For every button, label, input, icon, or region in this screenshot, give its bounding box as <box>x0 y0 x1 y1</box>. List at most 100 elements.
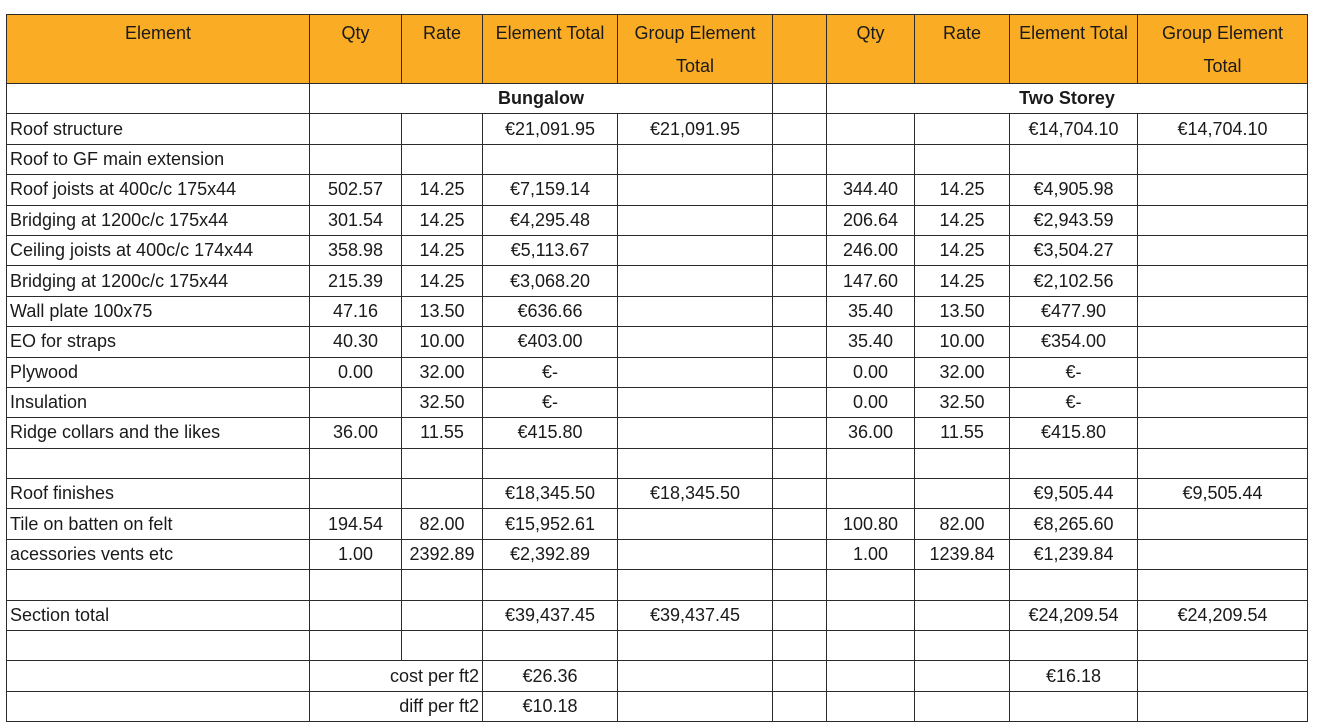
qty-cell[interactable]: 0.00 <box>826 356 915 388</box>
group-total-cell[interactable] <box>617 386 773 419</box>
element-total-cell[interactable]: €- <box>1009 386 1138 419</box>
qty-cell[interactable] <box>826 447 915 480</box>
rate-cell[interactable] <box>914 478 1010 510</box>
rate-cell[interactable] <box>914 569 1010 601</box>
rate-cell[interactable]: 14.25 <box>401 174 483 206</box>
rate-cell[interactable]: 2392.89 <box>401 538 483 571</box>
group-total-cell[interactable] <box>1137 630 1308 662</box>
element-total-cell[interactable] <box>1009 143 1138 176</box>
qty-cell[interactable]: 301.54 <box>309 204 402 236</box>
group-total-cell[interactable] <box>617 356 773 388</box>
spacer-cell[interactable] <box>772 508 827 540</box>
diff-per-ft2-value[interactable]: €10.18 <box>482 690 618 723</box>
rate-cell[interactable]: 10.00 <box>914 326 1010 358</box>
qty-cell[interactable] <box>309 630 402 662</box>
group-total-cell[interactable] <box>617 569 773 601</box>
element-total-cell[interactable]: €636.66 <box>482 295 618 328</box>
rate-cell[interactable] <box>401 447 483 480</box>
cell[interactable] <box>1137 660 1308 692</box>
group-total-cell[interactable] <box>617 234 773 267</box>
element-cell[interactable] <box>6 569 310 601</box>
element-total-cell[interactable]: €403.00 <box>482 326 618 358</box>
header-cell[interactable]: Element Total <box>482 14 618 84</box>
element-total-cell[interactable]: €3,068.20 <box>482 265 618 297</box>
element-cell[interactable]: Plywood <box>6 356 310 388</box>
rate-cell[interactable]: 14.25 <box>914 204 1010 236</box>
group-total-cell[interactable]: €24,209.54 <box>1137 599 1308 632</box>
cell[interactable] <box>772 82 827 115</box>
element-total-cell[interactable] <box>482 143 618 176</box>
qty-cell[interactable]: 358.98 <box>309 234 402 267</box>
element-total-cell[interactable]: €- <box>482 386 618 419</box>
element-cell[interactable]: Insulation <box>6 386 310 419</box>
group-total-cell[interactable] <box>1137 417 1308 449</box>
qty-cell[interactable]: 0.00 <box>309 356 402 388</box>
group-total-cell[interactable] <box>1137 234 1308 267</box>
cell[interactable] <box>914 660 1010 692</box>
group-label-two-storey[interactable]: Two Storey <box>826 82 1308 115</box>
qty-cell[interactable]: 1.00 <box>309 538 402 571</box>
group-total-cell[interactable] <box>1137 326 1308 358</box>
element-cell[interactable]: Roof to GF main extension <box>6 143 310 176</box>
qty-cell[interactable]: 194.54 <box>309 508 402 540</box>
cell[interactable] <box>826 690 915 723</box>
element-total-cell[interactable]: €- <box>482 356 618 388</box>
rate-cell[interactable]: 14.25 <box>401 265 483 297</box>
qty-cell[interactable]: 100.80 <box>826 508 915 540</box>
element-total-cell[interactable] <box>482 630 618 662</box>
header-cell[interactable] <box>772 14 827 84</box>
element-cell[interactable]: Bridging at 1200c/c 175x44 <box>6 265 310 297</box>
rate-cell[interactable]: 32.00 <box>401 356 483 388</box>
element-cell[interactable]: Bridging at 1200c/c 175x44 <box>6 204 310 236</box>
element-total-cell[interactable]: €21,091.95 <box>482 113 618 145</box>
group-total-cell[interactable] <box>1137 265 1308 297</box>
element-total-cell[interactable]: €477.90 <box>1009 295 1138 328</box>
rate-cell[interactable] <box>401 113 483 145</box>
group-total-cell[interactable] <box>1137 356 1308 388</box>
header-cell[interactable]: Element <box>6 14 310 84</box>
header-cell[interactable]: Element Total <box>1009 14 1138 84</box>
group-label-bungalow[interactable]: Bungalow <box>309 82 773 115</box>
cost-per-ft2-two-storey[interactable]: €16.18 <box>1009 660 1138 692</box>
group-total-cell[interactable] <box>617 630 773 662</box>
element-total-cell[interactable]: €2,943.59 <box>1009 204 1138 236</box>
element-total-cell[interactable]: €39,437.45 <box>482 599 618 632</box>
rate-cell[interactable] <box>401 569 483 601</box>
qty-cell[interactable]: 36.00 <box>309 417 402 449</box>
element-total-cell[interactable]: €4,905.98 <box>1009 174 1138 206</box>
spacer-cell[interactable] <box>772 630 827 662</box>
qty-cell[interactable]: 502.57 <box>309 174 402 206</box>
spacer-cell[interactable] <box>772 447 827 480</box>
group-total-cell[interactable] <box>1137 447 1308 480</box>
qty-cell[interactable]: 1.00 <box>826 538 915 571</box>
element-total-cell[interactable]: €415.80 <box>1009 417 1138 449</box>
element-total-cell[interactable]: €7,159.14 <box>482 174 618 206</box>
group-total-cell[interactable] <box>1137 508 1308 540</box>
element-cell[interactable]: Roof finishes <box>6 478 310 510</box>
rate-cell[interactable]: 82.00 <box>914 508 1010 540</box>
rate-cell[interactable] <box>914 599 1010 632</box>
cell[interactable] <box>6 660 310 692</box>
qty-cell[interactable] <box>309 599 402 632</box>
rate-cell[interactable] <box>914 447 1010 480</box>
element-total-cell[interactable]: €8,265.60 <box>1009 508 1138 540</box>
group-total-cell[interactable] <box>617 538 773 571</box>
spacer-cell[interactable] <box>772 174 827 206</box>
rate-cell[interactable]: 32.50 <box>401 386 483 419</box>
qty-cell[interactable]: 36.00 <box>826 417 915 449</box>
element-total-cell[interactable] <box>1009 447 1138 480</box>
element-total-cell[interactable]: €2,102.56 <box>1009 265 1138 297</box>
qty-cell[interactable] <box>309 113 402 145</box>
group-total-cell[interactable] <box>1137 386 1308 419</box>
group-total-cell[interactable]: €9,505.44 <box>1137 478 1308 510</box>
rate-cell[interactable] <box>914 143 1010 176</box>
rate-cell[interactable]: 13.50 <box>401 295 483 328</box>
spacer-cell[interactable] <box>772 538 827 571</box>
rate-cell[interactable] <box>401 478 483 510</box>
header-cell[interactable]: Qty <box>309 14 402 84</box>
header-cell[interactable]: Qty <box>826 14 915 84</box>
spacer-cell[interactable] <box>772 265 827 297</box>
qty-cell[interactable] <box>826 599 915 632</box>
element-cell[interactable]: Roof joists at 400c/c 175x44 <box>6 174 310 206</box>
qty-cell[interactable] <box>826 143 915 176</box>
